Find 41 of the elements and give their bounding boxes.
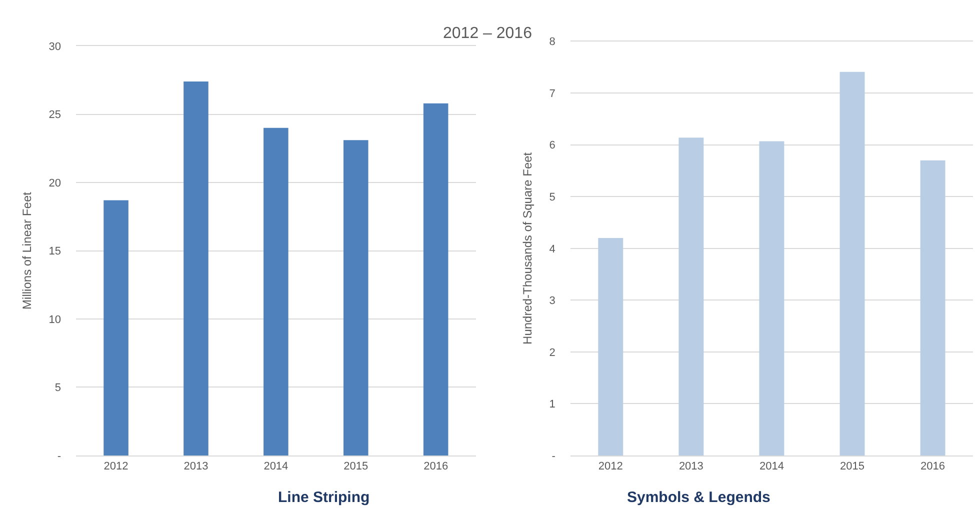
bar (678, 138, 704, 456)
y-tick-label: 6 (549, 140, 556, 152)
y-axis-title: Hundred-Thousands of Square Feet (520, 152, 535, 344)
y-tick-label: 25 (48, 109, 62, 122)
y-tick-label: 2 (549, 346, 556, 359)
y-tick-label: 5 (54, 382, 62, 394)
y-tick-label: 5 (549, 191, 556, 204)
bar (184, 81, 208, 456)
x-tick-label: 2014 (264, 460, 288, 473)
y-tick-label: 7 (549, 88, 556, 100)
x-tick-label: 2015 (840, 460, 864, 473)
text: Symbols & Legends (627, 489, 770, 506)
x-tick-label: 2016 (920, 460, 946, 473)
y-tick-label: - (552, 450, 556, 462)
x-tick-label: 2013 (184, 460, 208, 473)
bar (423, 103, 448, 456)
x-tick-label: 2014 (759, 460, 784, 473)
bar (264, 128, 288, 456)
bar (104, 200, 128, 456)
y-tick-label: 1 (549, 398, 556, 411)
x-tick-label: 2012 (598, 460, 623, 473)
y-tick-label: 15 (48, 246, 62, 258)
x-tick-label: 2016 (424, 460, 448, 473)
y-tick-label: 8 (549, 36, 556, 48)
x-tick-label: 2012 (104, 460, 128, 473)
bar (598, 238, 624, 456)
y-tick-label: 20 (48, 177, 62, 190)
y-tick-label: 3 (549, 295, 556, 308)
bar (840, 72, 865, 456)
x-tick-label: 2013 (678, 460, 704, 473)
bar (343, 140, 368, 456)
y-tick-label: 10 (48, 314, 62, 326)
y-axis-title: Millions of Linear Feet (20, 191, 34, 310)
chart-subtitle: 2012 – 2016 (443, 25, 532, 42)
text: Line Striping (278, 489, 370, 506)
y-tick-label: - (57, 450, 62, 462)
bar (759, 141, 784, 456)
bar (920, 160, 946, 456)
x-tick-label: 2015 (344, 460, 368, 473)
y-tick-label: 4 (549, 243, 556, 256)
y-tick-label: 30 (48, 40, 62, 53)
